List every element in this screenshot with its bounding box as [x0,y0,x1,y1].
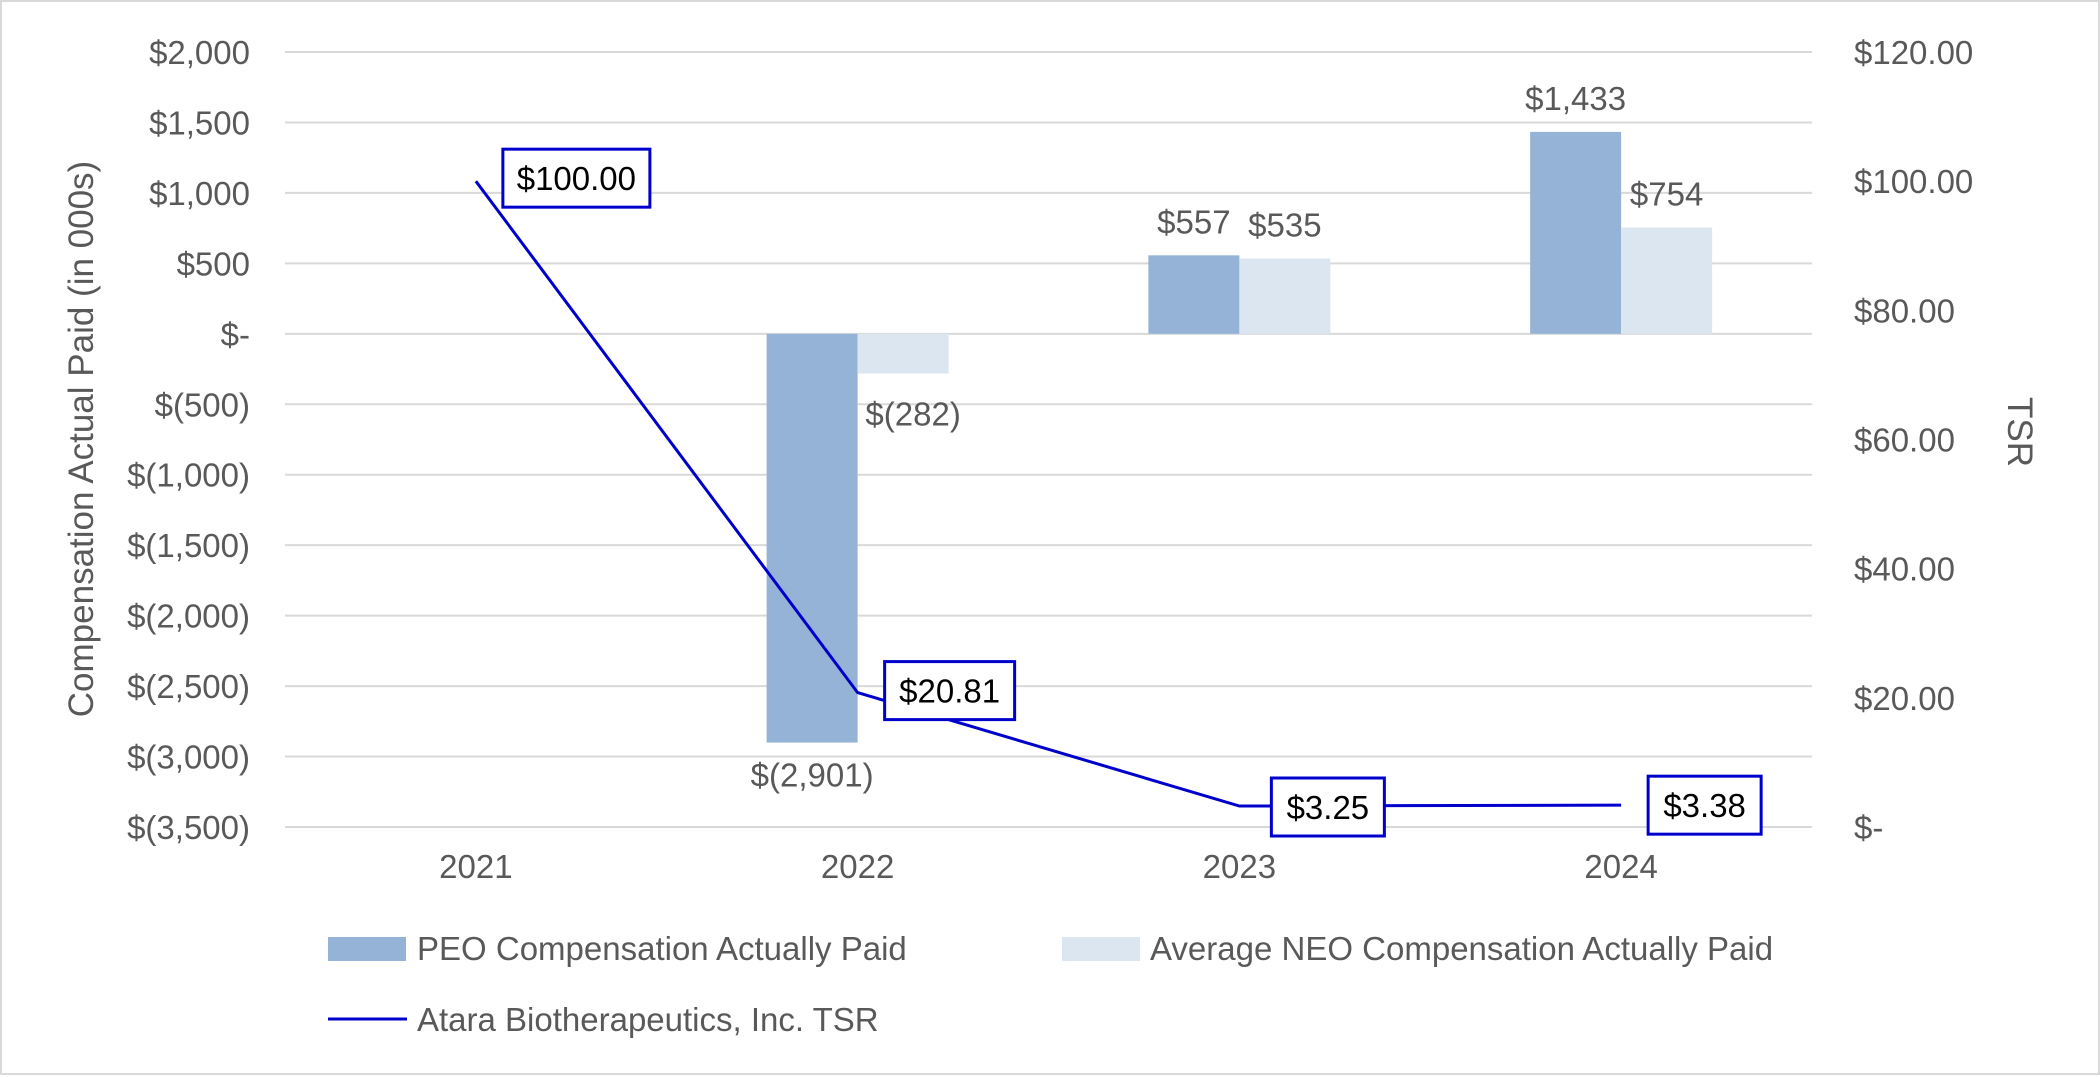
neo-bar [857,333,949,374]
right-axis-tick-label: $40.00 [1854,551,1955,588]
left-axis-tick-label: $500 [177,245,250,282]
x-axis-tick-label: 2021 [439,848,512,885]
tsr-label-box [1646,774,1763,836]
neo-bar [1239,258,1331,334]
x-axis-tick-label: 2023 [1203,848,1276,885]
left-axis-tick-label: $(2,500) [127,668,250,705]
left-axis-tick-label: $(500) [155,386,250,423]
left-axis-title: Compensation Actual Paid (in 000s) [62,161,101,717]
legend-swatch-neo [1062,937,1140,961]
right-axis-tick-label: $20.00 [1854,680,1955,717]
peo-bar [1530,131,1622,334]
tsr-label: $20.81 [899,673,1000,710]
neo-bar [1621,227,1713,334]
neo-bar-label: $(282) [865,396,960,433]
tsr-label-box [501,147,652,209]
x-axis-tick-label: 2024 [1584,848,1657,885]
neo-bar-label: $754 [1630,176,1703,213]
left-axis-tick-label: $(3,500) [127,809,250,846]
left-axis-tick-label: $(2,000) [127,598,250,635]
right-axis-tick-label: $60.00 [1854,422,1955,459]
peo-bar-label: $557 [1157,203,1230,240]
tsr-label-box [1269,776,1386,838]
peo-bar [1148,255,1240,334]
tsr-line [474,180,1622,808]
tsr-label: $3.38 [1663,787,1746,824]
neo-bar-label: $535 [1248,206,1321,243]
left-axis-tick-label: $1,000 [149,175,250,212]
right-axis-tick-label: $80.00 [1854,292,1955,329]
left-axis-tick-label: $(1,000) [127,457,250,494]
right-axis-tick-label: $120.00 [1854,34,1973,71]
right-axis-tick-label: $- [1854,809,1883,846]
legend-label-peo: PEO Compensation Actually Paid [417,930,907,967]
peo-bar-label: $(2,901) [751,757,874,794]
peo-bar-label: $1,433 [1525,80,1626,117]
peo-bar [766,333,858,743]
tsr-label: $3.25 [1287,789,1370,826]
legend-swatch-peo [328,937,406,961]
right-axis-tick-label: $100.00 [1854,163,1973,200]
left-axis-tick-label: $- [221,316,250,353]
left-axis-tick-label: $(1,500) [127,527,250,564]
legend-label-tsr: Atara Biotherapeutics, Inc. TSR [417,1001,879,1038]
left-axis-tick-label: $(3,000) [127,739,250,776]
tsr-label: $100.00 [517,160,636,197]
left-axis-tick-label: $1,500 [149,104,250,141]
left-axis-tick-label: $2,000 [149,34,250,71]
legend-label-neo: Average NEO Compensation Actually Paid [1150,930,1773,967]
right-axis-title: TSR [2000,397,2039,467]
x-axis-tick-label: 2022 [821,848,894,885]
tsr-label-box [883,660,1017,722]
